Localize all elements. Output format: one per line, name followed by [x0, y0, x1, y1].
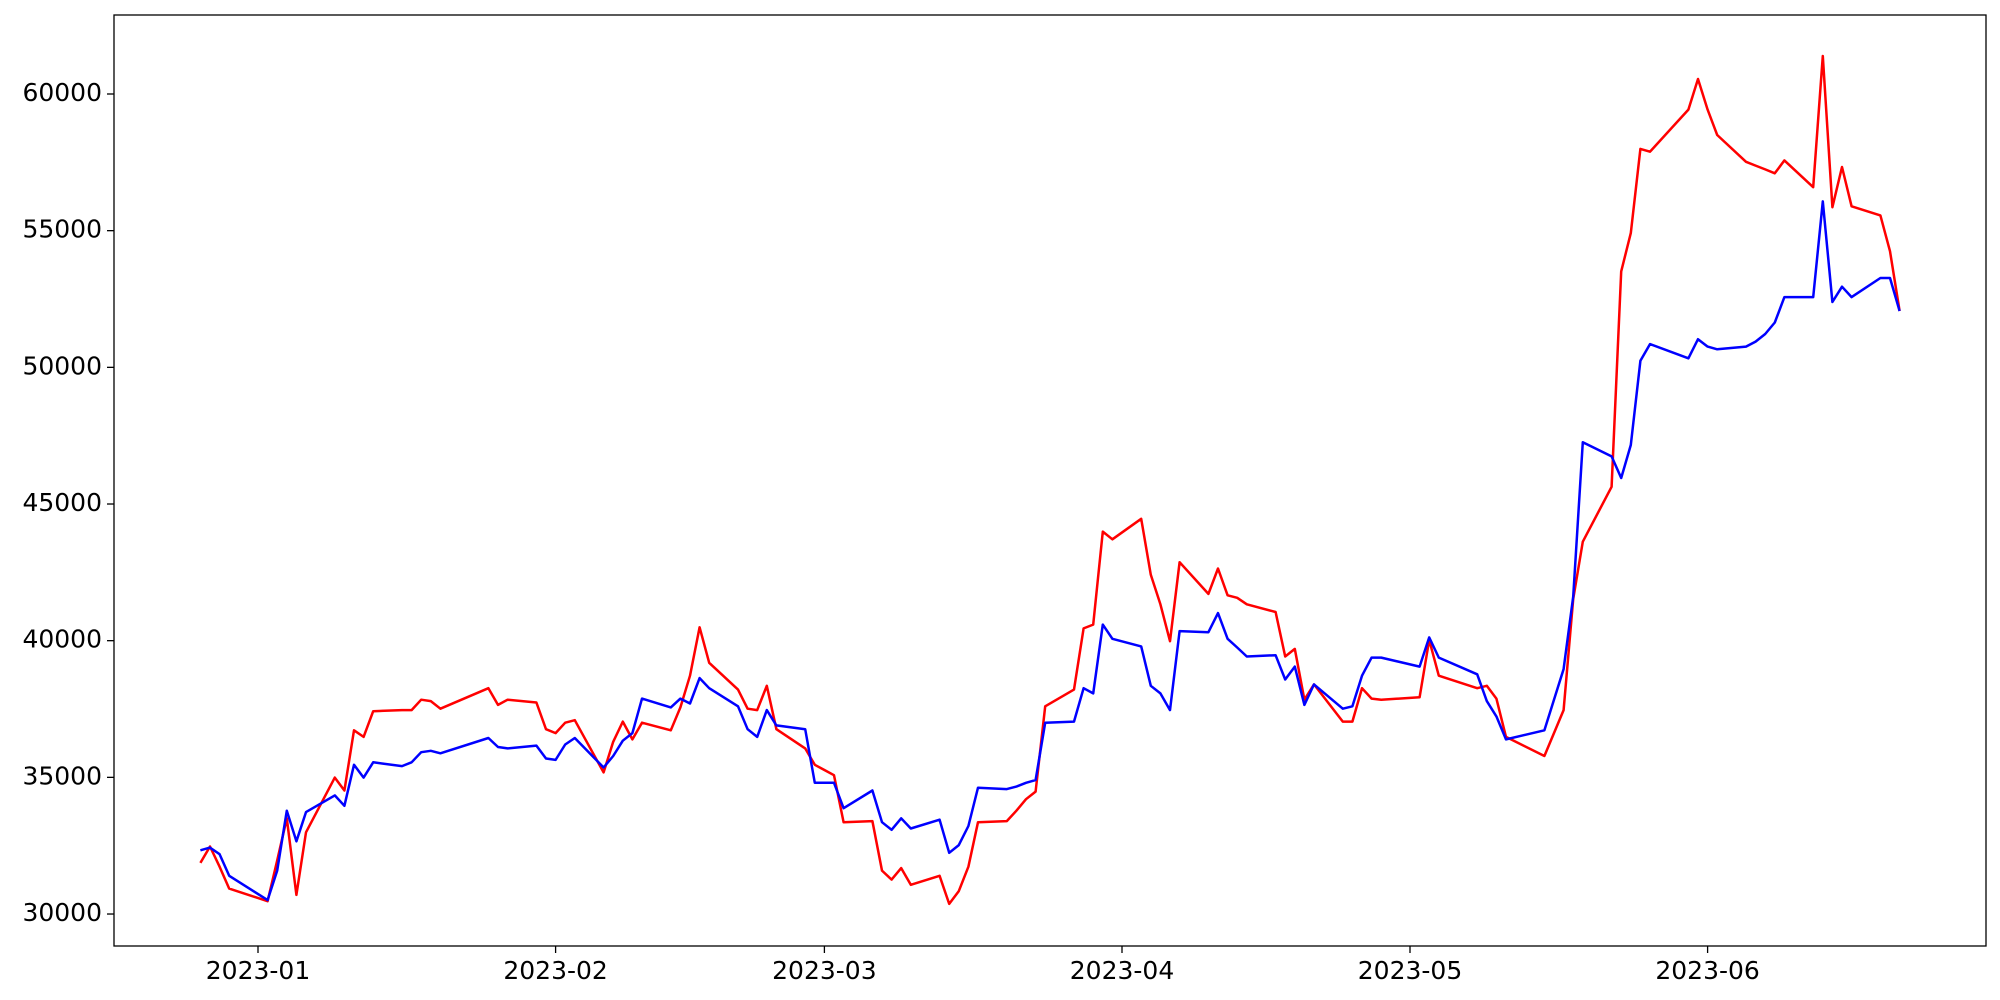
x-tick-label: 2023-05: [1358, 956, 1462, 985]
y-tick-label: 60000: [22, 78, 102, 107]
x-tick-label: 2023-03: [772, 956, 876, 985]
plot-frame: [113, 14, 1987, 947]
x-tick-label: 2023-04: [1070, 956, 1174, 985]
y-tick-label: 45000: [22, 488, 102, 517]
x-tick-label: 2023-02: [503, 956, 607, 985]
series-line: [199, 54, 1901, 906]
y-tick-label: 35000: [22, 761, 102, 790]
y-tick-label: 55000: [22, 215, 102, 244]
x-tick-label: 2023-06: [1655, 956, 1759, 985]
y-tick-label: 40000: [22, 625, 102, 654]
y-tick-label: 30000: [22, 898, 102, 927]
y-tick-label: 50000: [22, 351, 102, 380]
x-tick-label: 2023-01: [206, 956, 310, 985]
series-line: [200, 200, 1901, 902]
